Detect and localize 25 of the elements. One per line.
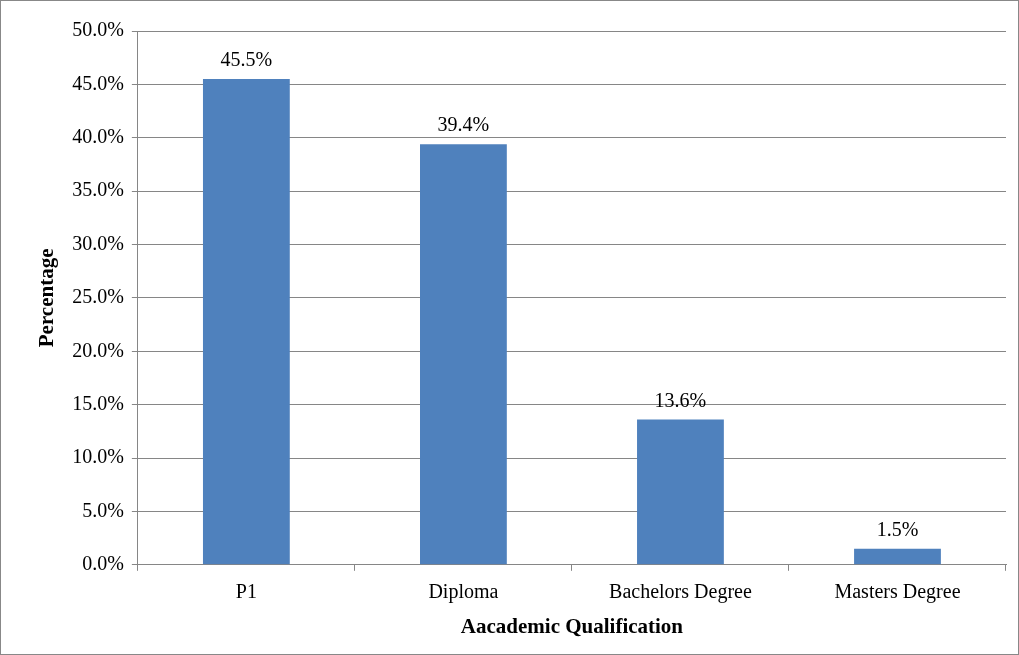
x-tick-label: Diploma — [428, 580, 499, 604]
data-label: 13.6% — [654, 388, 707, 411]
y-tick-label: 40.0% — [72, 125, 124, 148]
data-label: 45.5% — [220, 48, 273, 71]
bar — [420, 144, 507, 565]
y-tick-label: 5.0% — [82, 498, 124, 521]
bar — [637, 419, 724, 565]
x-tick-label: Bachelors Degree — [609, 580, 752, 604]
y-tick-label: 30.0% — [72, 231, 124, 254]
bar — [202, 79, 290, 565]
data-label: 39.4% — [437, 113, 490, 136]
y-axis-title: Percentage — [34, 248, 59, 348]
y-tick-label: 0.0% — [82, 552, 124, 575]
x-tick-label: P1 — [235, 580, 257, 603]
y-tick-label: 15.0% — [72, 391, 124, 414]
x-axis-title: Aacademic Qualification — [460, 613, 684, 638]
y-tick-label: 45.0% — [72, 71, 124, 94]
y-tick-label: 25.0% — [72, 285, 124, 308]
x-tick-label: Masters Degree — [834, 580, 961, 604]
bar — [854, 548, 941, 565]
y-tick-label: 50.0% — [72, 18, 124, 41]
data-label: 1.5% — [876, 518, 919, 541]
y-tick-label: 10.0% — [72, 445, 124, 468]
y-tick-label: 20.0% — [72, 338, 124, 361]
y-tick-label: 35.0% — [72, 178, 124, 201]
